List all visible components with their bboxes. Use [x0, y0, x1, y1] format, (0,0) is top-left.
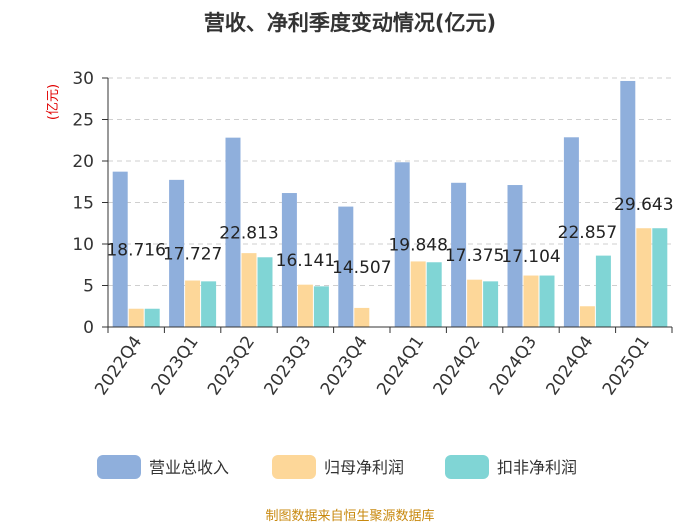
chart-title: 营收、净利季度变动情况(亿元) — [204, 11, 496, 35]
bar-net-profit — [467, 279, 483, 327]
bar-net-profit — [354, 307, 370, 327]
x-tick-label: 2025Q1 — [599, 332, 654, 399]
bar-net-profit — [241, 253, 257, 327]
legend-swatch — [97, 455, 141, 479]
bar-deducted-net-profit — [595, 255, 611, 327]
legend-label: 扣非净利润 — [497, 458, 577, 477]
data-label: 22.813 — [219, 223, 278, 243]
y-tick-label: 10 — [72, 235, 94, 255]
y-tick-label: 0 — [83, 318, 94, 338]
bar-net-profit — [636, 228, 652, 327]
legend: 营业总收入 归母净利润 扣非净利润 — [97, 455, 577, 479]
x-tick-label: 2023Q2 — [204, 332, 259, 399]
bars — [112, 80, 668, 327]
bar-revenue — [281, 193, 297, 327]
data-label: 22.857 — [558, 223, 617, 243]
bar-deducted-net-profit — [144, 308, 160, 327]
bar-deducted-net-profit — [426, 262, 442, 327]
bar-revenue — [451, 182, 467, 327]
bar-deducted-net-profit — [539, 275, 555, 327]
data-label: 17.104 — [501, 247, 560, 267]
y-tick-label: 15 — [72, 194, 94, 214]
bar-revenue — [225, 137, 241, 327]
bar-net-profit — [410, 261, 426, 327]
legend-label: 营业总收入 — [149, 458, 229, 477]
data-label: 14.507 — [332, 258, 391, 278]
x-tick-label: 2024Q4 — [542, 332, 597, 399]
bar-revenue — [620, 80, 636, 327]
x-tick-label: 2023Q3 — [260, 332, 315, 399]
data-label: 19.848 — [388, 236, 447, 256]
bar-deducted-net-profit — [257, 257, 273, 327]
bar-net-profit — [297, 284, 313, 327]
bar-net-profit — [523, 275, 539, 327]
x-tick-label: 2024Q3 — [486, 332, 541, 399]
data-label: 29.643 — [614, 195, 673, 215]
bar-revenue — [507, 185, 523, 327]
bar-revenue — [169, 179, 185, 327]
y-tick-label: 5 — [83, 277, 94, 297]
data-label: 17.727 — [163, 244, 222, 264]
y-tick-label: 30 — [72, 69, 94, 89]
bar-deducted-net-profit — [201, 281, 217, 327]
bar-deducted-net-profit — [483, 281, 499, 327]
legend-swatch — [272, 455, 316, 479]
bar-revenue — [112, 171, 128, 327]
data-label: 18.716 — [106, 240, 165, 260]
legend-label: 归母净利润 — [324, 458, 404, 477]
y-tick-label: 25 — [72, 111, 94, 131]
legend-swatch — [445, 455, 489, 479]
bar-revenue — [394, 162, 410, 327]
x-tick-label: 2022Q4 — [91, 332, 146, 399]
y-axis-label: (亿元) — [46, 84, 61, 120]
y-tick-label: 20 — [72, 152, 94, 172]
bar-net-profit — [185, 280, 201, 327]
bar-net-profit — [128, 308, 144, 327]
bar-deducted-net-profit — [652, 228, 668, 327]
bar-revenue — [338, 206, 354, 327]
source-note: 制图数据来自恒生聚源数据库 — [265, 508, 434, 524]
bar-net-profit — [579, 306, 595, 327]
data-label: 16.141 — [276, 251, 335, 271]
x-tick-label: 2023Q4 — [317, 332, 372, 399]
x-tick-label: 2024Q1 — [373, 332, 428, 399]
bar-deducted-net-profit — [313, 286, 329, 327]
x-tick-label: 2023Q1 — [148, 332, 203, 399]
x-tick-label: 2024Q2 — [430, 332, 485, 399]
data-label: 17.375 — [445, 246, 504, 266]
bar-revenue — [563, 137, 579, 327]
